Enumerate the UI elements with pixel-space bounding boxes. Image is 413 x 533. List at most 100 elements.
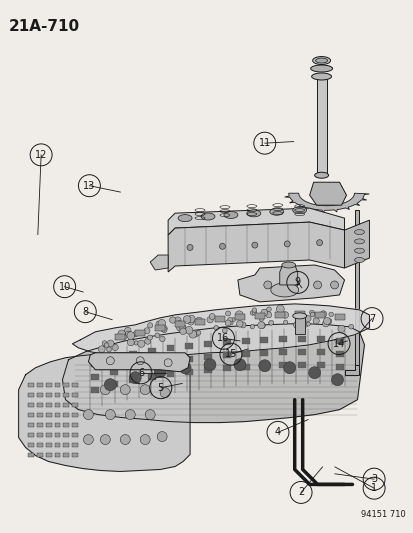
Bar: [260, 363, 268, 369]
Bar: [36, 402, 43, 407]
Bar: [36, 393, 43, 397]
Ellipse shape: [311, 73, 331, 80]
Ellipse shape: [246, 210, 260, 217]
Polygon shape: [150, 255, 168, 270]
Bar: [55, 402, 60, 407]
Text: 5: 5: [157, 383, 164, 393]
Circle shape: [263, 281, 271, 289]
Bar: [28, 453, 33, 456]
Bar: [297, 336, 305, 342]
Circle shape: [164, 359, 172, 367]
Bar: [334, 314, 344, 320]
Circle shape: [157, 432, 167, 441]
Bar: [241, 364, 249, 369]
Circle shape: [260, 309, 267, 316]
Circle shape: [316, 240, 322, 246]
Circle shape: [188, 319, 194, 325]
Text: 10: 10: [58, 282, 71, 292]
Bar: [128, 377, 137, 383]
Circle shape: [121, 335, 126, 340]
Circle shape: [120, 385, 130, 394]
Circle shape: [124, 327, 131, 334]
Ellipse shape: [223, 212, 237, 219]
Ellipse shape: [315, 58, 327, 63]
Circle shape: [127, 332, 134, 340]
Bar: [45, 393, 51, 397]
Bar: [316, 362, 324, 368]
Circle shape: [328, 312, 332, 317]
Bar: [254, 313, 264, 319]
Circle shape: [98, 346, 105, 353]
Bar: [28, 413, 33, 417]
Circle shape: [127, 339, 134, 346]
Circle shape: [160, 325, 167, 332]
Circle shape: [348, 324, 353, 329]
Bar: [175, 321, 185, 327]
Bar: [185, 343, 193, 349]
Circle shape: [225, 320, 230, 326]
Text: 3: 3: [370, 474, 376, 484]
Circle shape: [322, 320, 328, 327]
Circle shape: [169, 317, 176, 323]
Text: 4: 4: [274, 427, 280, 438]
Circle shape: [106, 357, 114, 365]
Circle shape: [256, 313, 260, 318]
Circle shape: [249, 325, 254, 329]
Circle shape: [192, 330, 199, 337]
Circle shape: [196, 330, 200, 335]
Circle shape: [133, 331, 138, 337]
Circle shape: [258, 360, 270, 372]
Circle shape: [268, 320, 273, 325]
Bar: [335, 351, 343, 357]
Circle shape: [104, 379, 116, 391]
Ellipse shape: [281, 262, 295, 268]
Bar: [45, 383, 51, 386]
Bar: [55, 453, 60, 456]
Bar: [45, 453, 51, 456]
Circle shape: [257, 321, 264, 329]
Bar: [36, 423, 43, 426]
Bar: [28, 383, 33, 386]
Bar: [55, 413, 60, 417]
Circle shape: [140, 385, 150, 394]
Circle shape: [183, 316, 190, 324]
Circle shape: [160, 387, 170, 398]
Circle shape: [140, 434, 150, 445]
Circle shape: [158, 319, 165, 327]
Circle shape: [179, 362, 190, 374]
Bar: [72, 453, 78, 456]
Bar: [72, 442, 78, 447]
Circle shape: [236, 320, 242, 327]
Bar: [155, 325, 165, 331]
Circle shape: [251, 242, 257, 248]
Circle shape: [323, 318, 330, 325]
Bar: [185, 356, 193, 362]
Circle shape: [240, 322, 245, 328]
Circle shape: [120, 434, 130, 445]
Circle shape: [259, 322, 265, 328]
Text: 15: 15: [224, 349, 237, 359]
Bar: [72, 402, 78, 407]
Bar: [36, 383, 43, 386]
Circle shape: [112, 344, 118, 351]
Ellipse shape: [269, 208, 283, 215]
Bar: [354, 210, 358, 365]
Text: 1: 1: [370, 483, 376, 493]
Circle shape: [195, 317, 202, 325]
Polygon shape: [168, 208, 344, 235]
Bar: [36, 453, 43, 456]
Polygon shape: [344, 365, 358, 375]
Bar: [260, 350, 268, 356]
Bar: [128, 351, 137, 358]
Polygon shape: [237, 265, 344, 302]
Bar: [45, 402, 51, 407]
Polygon shape: [72, 304, 368, 358]
Text: 9: 9: [294, 278, 300, 287]
Bar: [204, 353, 211, 360]
Bar: [166, 372, 174, 377]
Bar: [91, 374, 99, 379]
Bar: [166, 358, 174, 365]
Bar: [166, 345, 174, 351]
Bar: [45, 442, 51, 447]
Ellipse shape: [354, 248, 363, 253]
